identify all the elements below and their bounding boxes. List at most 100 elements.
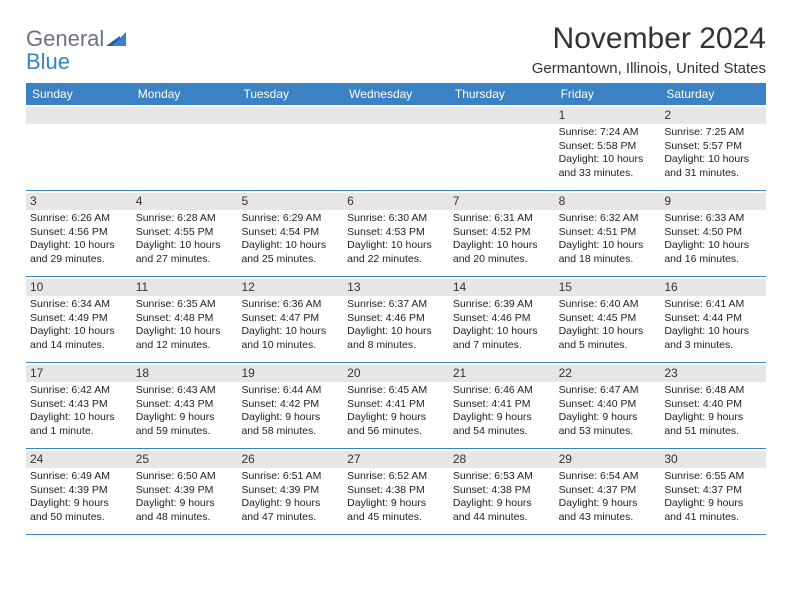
day-number: 22 — [555, 365, 661, 382]
sunset-line: Sunset: 4:55 PM — [136, 226, 234, 239]
day-cell: 16Sunrise: 6:41 AMSunset: 4:44 PMDayligh… — [660, 277, 766, 363]
daylight-line: Daylight: 9 hours and 59 minutes. — [136, 411, 234, 438]
logo: General Blue — [26, 22, 126, 74]
sunrise-line: Sunrise: 6:35 AM — [136, 298, 234, 311]
daylight-line: Daylight: 10 hours and 8 minutes. — [347, 325, 445, 352]
sunrise-line: Sunrise: 6:44 AM — [241, 384, 339, 397]
sunrise-line: Sunrise: 6:33 AM — [664, 212, 762, 225]
day-cell: 1Sunrise: 7:24 AMSunset: 5:58 PMDaylight… — [555, 105, 661, 191]
daylight-line: Daylight: 9 hours and 56 minutes. — [347, 411, 445, 438]
sunset-line: Sunset: 4:51 PM — [559, 226, 657, 239]
day-number: 20 — [343, 365, 449, 382]
day-number: 9 — [660, 193, 766, 210]
day-cell: 7Sunrise: 6:31 AMSunset: 4:52 PMDaylight… — [449, 191, 555, 277]
sunrise-line: Sunrise: 6:49 AM — [30, 470, 128, 483]
day-number: 28 — [449, 451, 555, 468]
week-row: 17Sunrise: 6:42 AMSunset: 4:43 PMDayligh… — [26, 363, 766, 449]
dow-cell: Monday — [132, 83, 238, 105]
day-number: 18 — [132, 365, 238, 382]
day-number — [449, 107, 555, 124]
logo-word-general: General — [26, 26, 104, 51]
sunrise-line: Sunrise: 6:31 AM — [453, 212, 551, 225]
sunset-line: Sunset: 4:39 PM — [241, 484, 339, 497]
page-title: November 2024 — [532, 22, 766, 56]
sunset-line: Sunset: 4:43 PM — [136, 398, 234, 411]
day-number: 13 — [343, 279, 449, 296]
sunset-line: Sunset: 4:37 PM — [559, 484, 657, 497]
day-number: 17 — [26, 365, 132, 382]
sunrise-line: Sunrise: 6:46 AM — [453, 384, 551, 397]
sunrise-line: Sunrise: 6:29 AM — [241, 212, 339, 225]
day-number — [132, 107, 238, 124]
day-cell: 9 Sunrise: 6:33 AMSunset: 4:50 PMDaylight… — [660, 191, 766, 277]
day-cell: 2Sunrise: 7:25 AMSunset: 5:57 PMDaylight… — [660, 105, 766, 191]
day-number — [26, 107, 132, 124]
week-row: 1Sunrise: 7:24 AMSunset: 5:58 PMDaylight… — [26, 105, 766, 191]
sunset-line: Sunset: 4:56 PM — [30, 226, 128, 239]
logo-text: General Blue — [26, 28, 126, 74]
day-number: 21 — [449, 365, 555, 382]
sunrise-line: Sunrise: 6:53 AM — [453, 470, 551, 483]
day-cell: 19Sunrise: 6:44 AMSunset: 4:42 PMDayligh… — [237, 363, 343, 449]
sunset-line: Sunset: 4:38 PM — [453, 484, 551, 497]
day-number: 23 — [660, 365, 766, 382]
sunrise-line: Sunrise: 6:26 AM — [30, 212, 128, 225]
day-number: 3 — [26, 193, 132, 210]
day-cell: 3Sunrise: 6:26 AMSunset: 4:56 PMDaylight… — [26, 191, 132, 277]
day-number: 1 — [555, 107, 661, 124]
dow-cell: Wednesday — [343, 83, 449, 105]
daylight-line: Daylight: 9 hours and 45 minutes. — [347, 497, 445, 524]
daylight-line: Daylight: 10 hours and 18 minutes. — [559, 239, 657, 266]
sunset-line: Sunset: 4:48 PM — [136, 312, 234, 325]
daylight-line: Daylight: 10 hours and 5 minutes. — [559, 325, 657, 352]
daylight-line: Daylight: 10 hours and 33 minutes. — [559, 153, 657, 180]
sunset-line: Sunset: 4:46 PM — [347, 312, 445, 325]
day-cell: 28 Sunrise: 6:53 AMSunset: 4:38 PMDayligh… — [449, 449, 555, 535]
sunrise-line: Sunrise: 6:28 AM — [136, 212, 234, 225]
day-cell-empty — [237, 105, 343, 191]
sunrise-line: Sunrise: 6:43 AM — [136, 384, 234, 397]
daylight-line: Daylight: 10 hours and 16 minutes. — [664, 239, 762, 266]
day-number: 6 — [343, 193, 449, 210]
sunset-line: Sunset: 4:52 PM — [453, 226, 551, 239]
day-cell: 8Sunrise: 6:32 AMSunset: 4:51 PMDaylight… — [555, 191, 661, 277]
calendar: SundayMondayTuesdayWednesdayThursdayFrid… — [26, 83, 766, 535]
title-block: November 2024 Germantown, Illinois, Unit… — [532, 22, 766, 77]
sunrise-line: Sunrise: 6:41 AM — [664, 298, 762, 311]
logo-mark-icon — [106, 30, 126, 51]
day-cell-empty — [132, 105, 238, 191]
sunrise-line: Sunrise: 7:24 AM — [559, 126, 657, 139]
day-number: 24 — [26, 451, 132, 468]
daylight-line: Daylight: 9 hours and 50 minutes. — [30, 497, 128, 524]
day-of-week-header: SundayMondayTuesdayWednesdayThursdayFrid… — [26, 83, 766, 105]
sunrise-line: Sunrise: 6:48 AM — [664, 384, 762, 397]
day-number: 27 — [343, 451, 449, 468]
daylight-line: Daylight: 9 hours and 43 minutes. — [559, 497, 657, 524]
day-cell: 25Sunrise: 6:50 AMSunset: 4:39 PMDayligh… — [132, 449, 238, 535]
sunrise-line: Sunrise: 6:30 AM — [347, 212, 445, 225]
sunrise-line: Sunrise: 6:34 AM — [30, 298, 128, 311]
sunrise-line: Sunrise: 6:40 AM — [559, 298, 657, 311]
day-number — [237, 107, 343, 124]
daylight-line: Daylight: 10 hours and 14 minutes. — [30, 325, 128, 352]
day-number: 19 — [237, 365, 343, 382]
week-row: 3 Sunrise: 6:26 AMSunset: 4:56 PM Daylight… — [26, 191, 766, 277]
sunset-line: Sunset: 4:37 PM — [664, 484, 762, 497]
daylight-line: Daylight: 9 hours and 41 minutes. — [664, 497, 762, 524]
week-row: 10Sunrise: 6:34 AMSunset: 4:49 PMDayligh… — [26, 277, 766, 363]
day-cell: 22Sunrise: 6:47 AMSunset: 4:40 PMDayligh… — [555, 363, 661, 449]
sunrise-line: Sunrise: 7:25 AM — [664, 126, 762, 139]
day-cell: 20Sunrise: 6:45 AMSunset: 4:41 PMDayligh… — [343, 363, 449, 449]
daylight-line: Daylight: 10 hours and 20 minutes. — [453, 239, 551, 266]
sunset-line: Sunset: 4:39 PM — [136, 484, 234, 497]
daylight-line: Daylight: 9 hours and 54 minutes. — [453, 411, 551, 438]
weeks-container: 1Sunrise: 7:24 AMSunset: 5:58 PMDaylight… — [26, 105, 766, 535]
sunset-line: Sunset: 4:50 PM — [664, 226, 762, 239]
daylight-line: Daylight: 9 hours and 44 minutes. — [453, 497, 551, 524]
location: Germantown, Illinois, United States — [532, 60, 766, 77]
sunset-line: Sunset: 5:57 PM — [664, 140, 762, 153]
sunset-line: Sunset: 4:38 PM — [347, 484, 445, 497]
day-cell: 6Sunrise: 6:30 AMSunset: 4:53 PMDaylight… — [343, 191, 449, 277]
sunrise-line: Sunrise: 6:47 AM — [559, 384, 657, 397]
week-row: 24 Sunrise: 6:49 AM Sunset: 4:39 PM Dayligh… — [26, 449, 766, 535]
